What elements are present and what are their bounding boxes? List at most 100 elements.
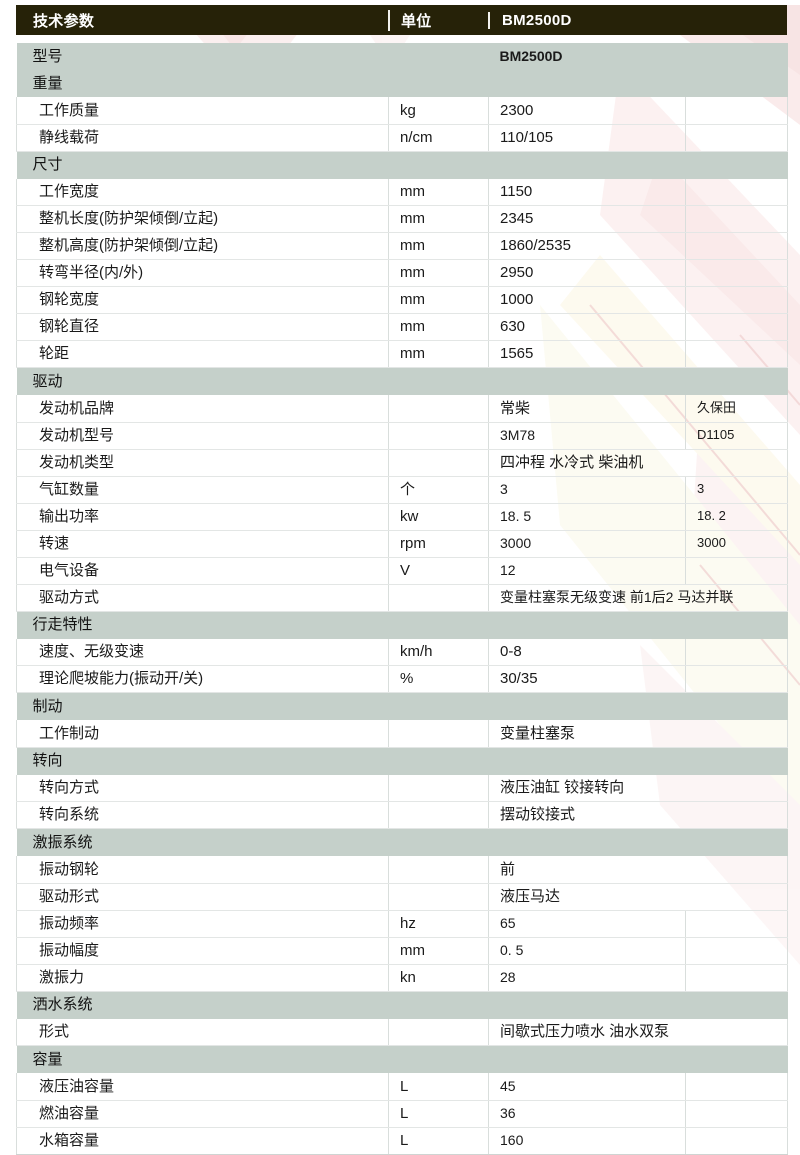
- section-title: 转向: [16, 747, 389, 775]
- parameter-value-alt: [685, 259, 788, 287]
- parameter-name: 工作制动: [16, 720, 389, 748]
- section-value: [488, 151, 788, 179]
- table-row: 激振力 kn 28: [16, 964, 788, 992]
- parameter-name: 驱动形式: [16, 883, 389, 911]
- section-header-row: 驱动: [16, 367, 788, 395]
- parameter-name: 水箱容量: [16, 1127, 389, 1155]
- parameter-value-alt: [685, 1073, 788, 1101]
- table-row: 形式 间歇式压力喷水 油水双泵: [16, 1018, 788, 1046]
- table-row: 轮距 mm 1565: [16, 340, 788, 368]
- parameter-name: 发动机类型: [16, 449, 389, 477]
- parameter-value: 常柴: [488, 395, 686, 423]
- parameter-value: 45: [488, 1073, 686, 1101]
- parameter-value-alt: D1105: [685, 422, 788, 450]
- table-row: 整机高度(防护架倾倒/立起) mm 1860/2535: [16, 232, 788, 260]
- parameter-value-alt: 3000: [685, 530, 788, 558]
- section-title: 重量: [16, 70, 389, 97]
- header-param-label: 技术参数: [33, 12, 95, 30]
- parameter-name: 电气设备: [16, 557, 389, 585]
- parameter-name: 转速: [16, 530, 389, 558]
- parameter-value: 摆动铰接式: [488, 801, 788, 829]
- parameter-value: 1565: [488, 340, 686, 368]
- table-row: 工作制动 变量柱塞泵: [16, 720, 788, 748]
- table-row: 气缸数量个 3 3: [16, 476, 788, 504]
- parameter-name: 钢轮直径: [16, 313, 389, 341]
- section-header-row: 行走特性: [16, 611, 788, 639]
- spec-sheet: 技术参数 单位 BM2500D 型号 BM2500D 重量 工作质量 kg 2300 静线载…: [0, 5, 800, 1155]
- parameter-unit: mm: [388, 232, 489, 260]
- section-title: 型号: [16, 43, 389, 70]
- parameter-unit: mm: [388, 313, 489, 341]
- section-header-row: 型号 BM2500D: [16, 43, 788, 70]
- parameter-unit: [388, 774, 489, 802]
- table-row: 钢轮宽度 mm 1000: [16, 286, 788, 314]
- section-value: [488, 692, 788, 720]
- parameter-name: 整机高度(防护架倾倒/立起): [16, 232, 389, 260]
- parameter-value: 2345: [488, 205, 686, 233]
- table-row: 液压油容量 L 45: [16, 1073, 788, 1101]
- section-value: [488, 367, 788, 395]
- parameter-name: 钢轮宽度: [16, 286, 389, 314]
- parameter-value-alt: [685, 1127, 788, 1155]
- parameter-name: 工作质量: [16, 97, 389, 125]
- parameter-name: 激振力: [16, 964, 389, 992]
- parameter-value-alt: [685, 937, 788, 965]
- parameter-unit: kn: [388, 964, 489, 992]
- parameter-value: 变量柱塞泵: [488, 720, 788, 748]
- parameter-value: 110/105: [488, 124, 686, 152]
- table-row: 水箱容量 L 160: [16, 1127, 788, 1155]
- parameter-value: 18. 5: [488, 503, 686, 531]
- parameter-unit: mm: [388, 259, 489, 287]
- parameter-unit: [388, 720, 489, 748]
- table-header-bar: 技术参数 单位 BM2500D: [16, 5, 787, 35]
- section-unit-cell: [388, 828, 489, 856]
- section-unit-cell: [388, 747, 489, 775]
- section-header-row: 转向: [16, 747, 788, 775]
- table-row: 钢轮直径 mm 630: [16, 313, 788, 341]
- section-header-row: 重量: [16, 70, 788, 97]
- parameter-value: 36: [488, 1100, 686, 1128]
- parameter-name: 整机长度(防护架倾倒/立起): [16, 205, 389, 233]
- parameter-name: 形式: [16, 1018, 389, 1046]
- parameter-value-alt: [685, 638, 788, 666]
- parameter-value-alt: [685, 178, 788, 206]
- parameter-name: 振动频率: [16, 910, 389, 938]
- table-row: 转向方式 液压油缸 铰接转向: [16, 774, 788, 802]
- parameter-name: 气缸数量: [16, 476, 389, 504]
- section-header-row: 容量: [16, 1045, 788, 1073]
- section-header-row: 洒水系统: [16, 991, 788, 1019]
- parameter-value-alt: [685, 124, 788, 152]
- parameter-value: 630: [488, 313, 686, 341]
- parameter-value: 前: [488, 856, 788, 884]
- parameter-value-alt: [685, 1100, 788, 1128]
- parameter-value: 3: [488, 476, 686, 504]
- section-unit-cell: [388, 151, 489, 179]
- table-row: 发动机型号 3M78 D1105: [16, 422, 788, 450]
- section-title: 驱动: [16, 367, 389, 395]
- section-unit-cell: [388, 43, 489, 70]
- parameter-unit: [388, 422, 489, 450]
- table-row: 转弯半径(内/外) mm 2950: [16, 259, 788, 287]
- parameter-value: 液压马达: [488, 883, 788, 911]
- parameter-unit: hz: [388, 910, 489, 938]
- parameter-unit: mm: [388, 937, 489, 965]
- parameter-name: 燃油容量: [16, 1100, 389, 1128]
- section-title: 制动: [16, 692, 389, 720]
- table-row: 整机长度(防护架倾倒/立起) mm 2345: [16, 205, 788, 233]
- specification-table: 型号 BM2500D 重量 工作质量 kg 2300 静线载荷 n/cm 110/105 尺寸 工作…: [16, 43, 788, 1155]
- parameter-unit: L: [388, 1127, 489, 1155]
- parameter-name: 理论爬坡能力(振动开/关): [16, 665, 389, 693]
- parameter-unit: rpm: [388, 530, 489, 558]
- parameter-name: 液压油容量: [16, 1073, 389, 1101]
- parameter-value: 间歇式压力喷水 油水双泵: [488, 1018, 788, 1046]
- parameter-unit: V: [388, 557, 489, 585]
- parameter-name: 发动机型号: [16, 422, 389, 450]
- section-header-row: 尺寸: [16, 151, 788, 179]
- section-unit-cell: [388, 991, 489, 1019]
- parameter-value-alt: [685, 665, 788, 693]
- parameter-value: 65: [488, 910, 686, 938]
- section-header-row: 激振系统: [16, 828, 788, 856]
- parameter-name: 发动机品牌: [16, 395, 389, 423]
- section-value: [488, 1045, 788, 1073]
- parameter-unit: %: [388, 665, 489, 693]
